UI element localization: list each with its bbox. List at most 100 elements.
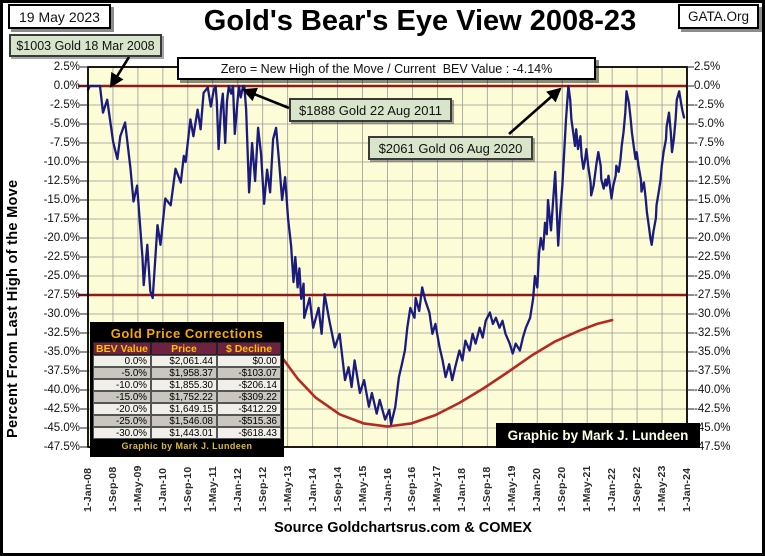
table-cell: -5.0% xyxy=(93,367,151,379)
y-tick-label: -42.5% xyxy=(43,403,80,415)
table-cell: $1,649.15 xyxy=(151,403,217,415)
x-tick-label: 1-Jan-10 xyxy=(156,467,169,512)
arrow-gold-2020 xyxy=(508,87,562,135)
y-tick-label: -20.0% xyxy=(43,232,80,244)
x-tick-label: 1-Jan-12 xyxy=(231,467,244,512)
x-tick-label: 1-Jan-20 xyxy=(531,467,544,512)
table-column-header: $ Decline xyxy=(217,342,281,355)
x-tick-label: 1-Jan-24 xyxy=(681,467,693,512)
x-tick-label: 1-Sep-08 xyxy=(106,466,119,512)
table-cell: $0.00 xyxy=(217,355,281,367)
y-tick-label: 0.0% xyxy=(694,80,721,92)
bev-series-line xyxy=(86,84,686,426)
y-tick-label: -32.5% xyxy=(43,327,80,339)
annotation-gold-2011-text: $1888 Gold 22 Aug 2011 xyxy=(299,102,442,118)
y-tick-label: -15.0% xyxy=(694,194,731,206)
annotation-gold-2008: $1003 Gold 18 Mar 2008 xyxy=(9,34,162,57)
table-cell: $1,546.08 xyxy=(151,415,217,427)
zero-line-note: Zero = New High of the Move / Current BE… xyxy=(177,57,596,80)
y-tick-label: -40.0% xyxy=(43,384,80,396)
y-tick-label: -15.0% xyxy=(43,194,80,206)
y-tick-label: -35.0% xyxy=(43,346,80,358)
y-tick-label: -45.0% xyxy=(694,422,731,434)
table-cell: -30.0% xyxy=(93,427,151,439)
y-tick-label: 2.5% xyxy=(694,61,721,73)
trend-curve-line xyxy=(277,318,614,428)
table-cell: $1,855.30 xyxy=(151,379,217,391)
annotation-gold-2011: $1888 Gold 22 Aug 2011 xyxy=(289,98,452,122)
x-tick-label: 1-Sep-14 xyxy=(331,466,344,512)
table-column-header: BEV Value xyxy=(93,342,151,355)
credit-box: Graphic by Mark J. Lundeen xyxy=(496,423,700,448)
table-cell: -$103.07 xyxy=(217,367,281,379)
table-cell: -$515.36 xyxy=(217,415,281,427)
x-tick-label: 1-Jan-16 xyxy=(381,467,394,512)
y-tick-label: -40.0% xyxy=(694,384,731,396)
x-tick-label: 1-May-15 xyxy=(356,465,369,512)
y-tick-label: -25.0% xyxy=(43,270,80,282)
table-cell: $1,443.01 xyxy=(151,427,217,439)
y-tick-label: -47.5% xyxy=(694,441,731,453)
table-header-row: BEV Value Price $ Decline xyxy=(93,342,281,355)
y-tick-label: -42.5% xyxy=(694,403,731,415)
arrow-gold-2008 xyxy=(109,56,131,88)
x-tick-label: 1-May-23 xyxy=(656,465,669,512)
arrow-gold-2011 xyxy=(242,87,290,110)
x-tick-label: 1-May-17 xyxy=(431,465,444,512)
table-cell: -$309.22 xyxy=(217,391,281,403)
x-tick-label: 1-Sep-22 xyxy=(631,466,644,512)
y-tick-label: -10.0% xyxy=(694,156,731,168)
annotation-gold-2008-text: $1003 Gold 18 Mar 2008 xyxy=(16,38,155,53)
table-cell: -$412.29 xyxy=(217,403,281,415)
y-tick-label: -30.0% xyxy=(694,308,731,320)
annotation-gold-2020-text: $2061 Gold 06 Aug 2020 xyxy=(378,140,523,156)
x-tick-label: 1-Sep-10 xyxy=(181,466,194,512)
table-cell: $1,752.22 xyxy=(151,391,217,403)
gold-price-corrections-table: Gold Price Corrections BEV Value Price $ D… xyxy=(90,322,284,457)
x-tick-label: 1-May-13 xyxy=(281,465,294,512)
y-tick-label: -22.5% xyxy=(694,251,731,263)
x-tick-label: 1-Sep-18 xyxy=(481,466,494,512)
y-tick-label: -12.5% xyxy=(694,175,731,187)
y-tick-label: -27.5% xyxy=(694,289,731,301)
table-cell: $2,061.44 xyxy=(151,355,217,367)
y-tick-label: -17.5% xyxy=(43,213,80,225)
y-tick-label: -7.5% xyxy=(49,137,80,149)
table-cell: -$618.43 xyxy=(217,427,281,439)
y-tick-label: 0.0% xyxy=(53,80,80,92)
x-tick-label: 1-May-21 xyxy=(581,465,594,512)
table-column-header: Price xyxy=(151,342,217,355)
x-tick-label: 1-Jan-14 xyxy=(306,467,319,512)
y-tick-label: -22.5% xyxy=(43,251,80,263)
y-tick-label: -10.0% xyxy=(43,156,80,168)
table-cell: -15.0% xyxy=(93,391,151,403)
y-tick-label: -25.0% xyxy=(694,270,731,282)
credit-box-text: Graphic by Mark J. Lundeen xyxy=(507,428,689,443)
table-cell: -20.0% xyxy=(93,403,151,415)
y-axis-title: Percent From Last High of the Move xyxy=(5,179,21,438)
zero-line-note-text: Zero = New High of the Move / Current BE… xyxy=(220,61,553,76)
table-cell: -$206.14 xyxy=(217,379,281,391)
y-tick-label: -5.0% xyxy=(49,118,80,130)
table-body: 0.0% $2,061.44 $0.00 -5.0% $1,958.37 -$103.07… xyxy=(93,355,281,439)
gata-org-box: GATA.Org xyxy=(678,4,759,29)
y-tick-label: -37.5% xyxy=(694,365,731,377)
x-tick-label: 1-Sep-16 xyxy=(406,466,419,512)
y-tick-label: -47.5% xyxy=(43,441,80,453)
x-tick-label: 1-May-09 xyxy=(131,465,144,512)
x-tick-label: 1-May-11 xyxy=(206,466,219,512)
y-tick-label: -27.5% xyxy=(43,289,80,301)
y-tick-label: -7.5% xyxy=(694,137,725,149)
y-tick-label: -17.5% xyxy=(694,213,731,225)
date-text: 19 May 2023 xyxy=(19,8,100,25)
table-cell: $1,958.37 xyxy=(151,367,217,379)
y-tick-label: -45.0% xyxy=(43,422,80,434)
y-tick-label: -20.0% xyxy=(694,232,731,244)
y-tick-label: -32.5% xyxy=(694,327,731,339)
gata-org-text: GATA.Org xyxy=(687,9,749,24)
table-cell: 0.0% xyxy=(93,355,151,367)
x-tick-label: 1-Jan-08 xyxy=(82,467,94,512)
x-tick-label: 1-Sep-12 xyxy=(256,466,269,512)
y-tick-label: -12.5% xyxy=(43,175,80,187)
source-attribution: Source Goldchartsrus.com & COMEX xyxy=(274,520,532,536)
